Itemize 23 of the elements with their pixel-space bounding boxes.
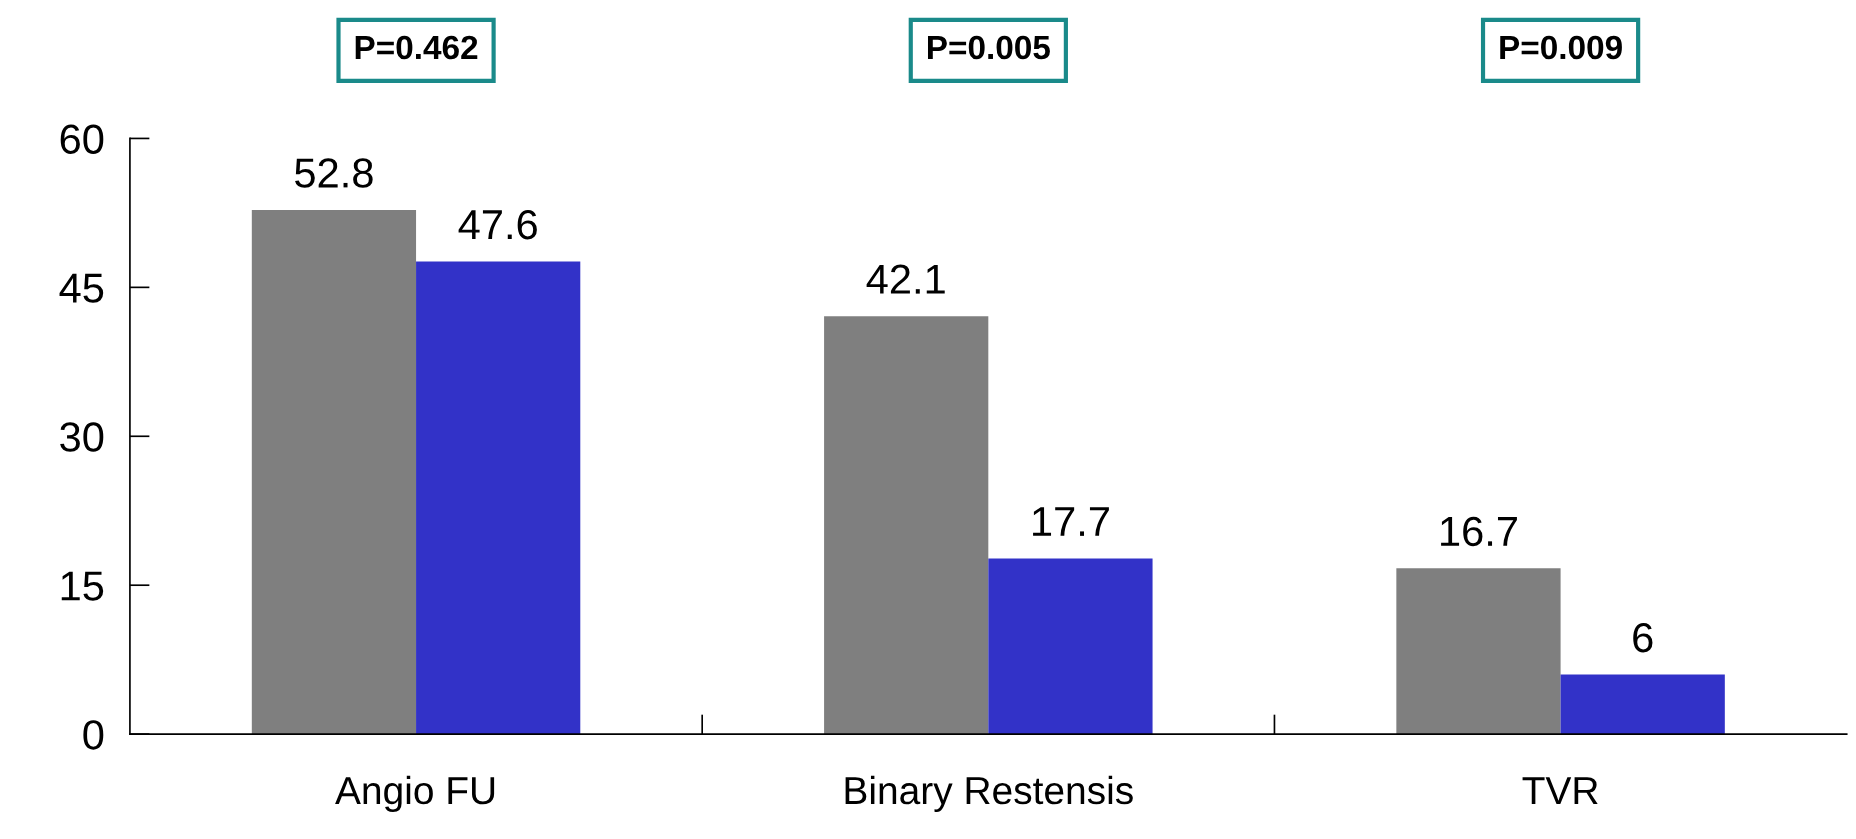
x-tick-label: Angio FU (335, 775, 495, 813)
bar (1560, 674, 1725, 735)
text: P=0.009 (1500, 35, 1622, 60)
bar (1396, 568, 1561, 735)
bar (988, 558, 1153, 735)
data-label: 6 (1633, 622, 1653, 653)
data-label: 52.8 (295, 158, 373, 188)
data-label: 47.6 (458, 209, 537, 240)
text: P=0.462 (355, 35, 478, 60)
data-label: 16.7 (1441, 516, 1517, 547)
x-tick-label: TVR (1522, 777, 1598, 804)
bar (824, 316, 989, 735)
y-tick-label: 60 (60, 124, 104, 154)
data-label: 42.1 (866, 264, 945, 294)
y-tick-label: 45 (59, 273, 104, 303)
x-tick-label: Binary Restensis (845, 775, 1133, 813)
y-tick-label: 15 (61, 571, 104, 601)
bar (416, 261, 581, 735)
bar (251, 209, 417, 735)
text: P=0.005 (927, 35, 1050, 60)
y-tick-label: 30 (60, 422, 104, 452)
data-label: 17.7 (1033, 507, 1109, 536)
y-tick-label: 0 (83, 720, 104, 750)
